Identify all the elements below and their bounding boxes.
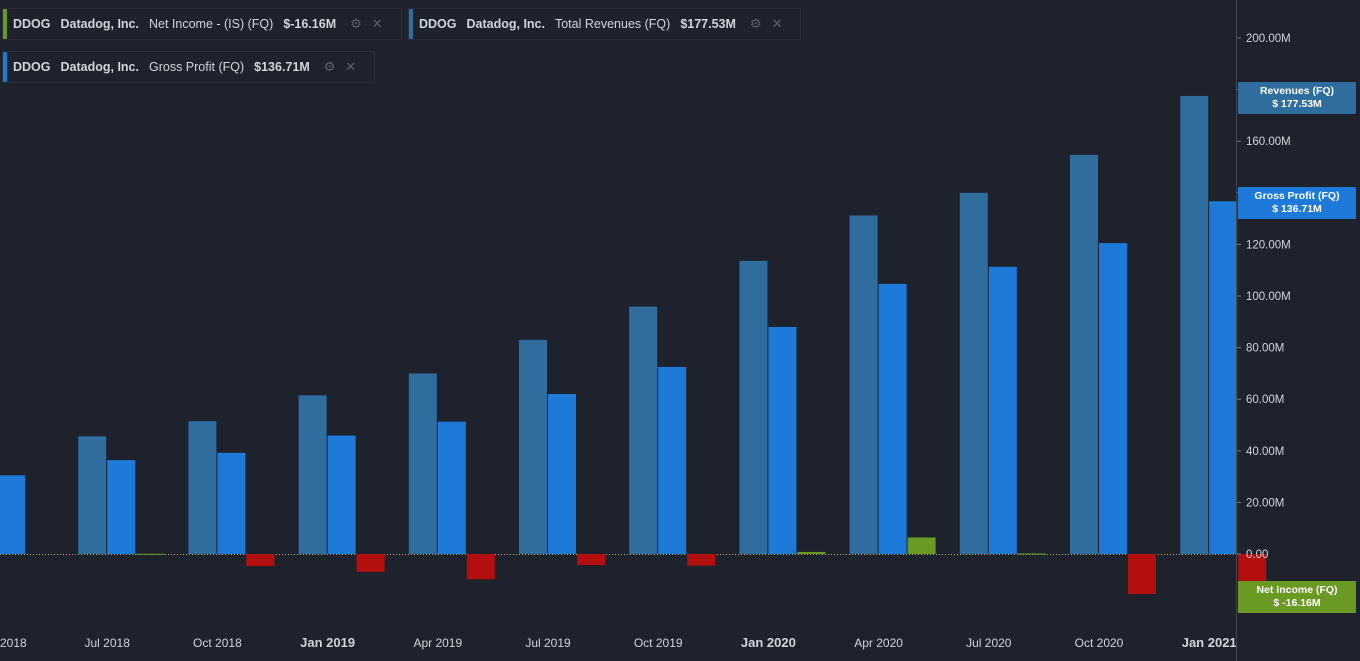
price-tag-label: Net Income (FQ) [1256,584,1338,596]
legend-net-income[interactable]: DDOG Datadog, Inc. Net Income - (IS) (FQ… [2,8,402,40]
revenue-bar [78,436,107,554]
x-tick-label: 2018 [0,636,27,650]
gross-profit-bar [658,366,687,554]
net-income-bar [356,554,385,572]
legend-metric: Net Income - (IS) (FQ) [148,17,274,31]
legend-gross-profit[interactable]: DDOG Datadog, Inc. Gross Profit (FQ) $13… [2,51,376,83]
close-icon[interactable]: ✕ [771,16,783,31]
legend-color-swatch [3,9,7,39]
legend-symbol: DDOG [419,17,457,31]
price-tag-value: $ 136.71M [1272,203,1322,215]
revenue-bar [298,395,327,554]
gross-profit-bar [217,452,246,554]
price-axis-border [1236,0,1237,661]
x-tick-label: Apr 2020 [854,636,903,650]
x-tick-label: Apr 2019 [413,636,462,650]
revenue-bar [959,192,988,555]
gross-profit-bar [1099,243,1127,555]
close-icon[interactable]: ✕ [371,16,383,31]
net-income-price-tag: Net Income (FQ) $ -16.16M [1238,581,1356,613]
close-icon[interactable]: ✕ [345,59,357,74]
y-tick-label: 80.00M [1246,343,1284,355]
gross-profit-bar [327,435,356,554]
legend-total-revenues[interactable]: DDOG Datadog, Inc. Total Revenues (FQ) $… [408,8,802,40]
settings-icon[interactable]: ⚙ [749,16,762,31]
gross-profit-price-tag: Gross Profit (FQ) $ 136.71M [1238,187,1356,219]
legend-metric: Total Revenues (FQ) [554,17,671,31]
price-tag-value: $ -16.16M [1273,597,1321,609]
net-income-bar [466,554,495,580]
revenue-bar [849,215,878,554]
legend-value: $136.71M [254,60,310,74]
x-tick-label: Jan 2021 [1182,635,1237,650]
net-income-bar [797,551,826,554]
legend-symbol: DDOG [13,60,51,74]
price-tag-label: Gross Profit (FQ) [1254,190,1340,202]
net-income-bar [907,537,936,554]
settings-icon[interactable]: ⚙ [323,59,336,74]
gross-profit-bar [1209,201,1238,554]
revenue-bar [519,339,547,554]
legend-color-swatch [409,9,413,39]
revenue-bar [739,260,768,554]
legend-color-swatch [3,52,7,82]
price-tag-label: Revenues (FQ) [1259,85,1335,97]
net-income-bar [577,554,605,566]
y-tick-label: 60.00M [1246,394,1284,406]
gross-profit-bar [437,421,466,554]
legend-company: Datadog, Inc. [60,17,139,31]
gross-profit-bar [107,460,136,554]
y-tick-label: 160.00M [1246,136,1291,148]
gross-profit-bar [988,266,1017,554]
revenues-price-tag: Revenues (FQ) $ 177.53M [1238,82,1356,114]
legend-value: $177.53M [680,17,736,31]
x-tick-label: Jul 2018 [85,636,131,650]
gross-profit-bar [0,475,25,554]
legend-company: Datadog, Inc. [466,17,545,31]
settings-icon[interactable]: ⚙ [350,16,362,31]
x-tick-label: Oct 2019 [634,636,683,650]
x-tick-label: Jul 2020 [966,636,1012,650]
legend-metric: Gross Profit (FQ) [148,60,245,74]
y-tick-label: 120.00M [1246,239,1291,251]
x-tick-label: Oct 2020 [1075,636,1124,650]
y-tick-label: 100.00M [1246,291,1291,303]
price-tag-value: $ 177.53M [1272,98,1322,110]
revenue-bar [408,373,437,554]
legend-value: $-16.16M [283,17,337,31]
gross-profit-bar [548,394,576,554]
revenue-bar [1180,95,1209,555]
x-tick-label: Jul 2019 [525,636,571,650]
revenue-bar [1070,154,1098,554]
x-tick-label: Jan 2020 [741,635,796,650]
net-income-bar [246,554,275,567]
y-tick-label: 20.00M [1246,497,1284,509]
gross-profit-bar [768,326,797,554]
net-income-bar [1017,553,1046,555]
net-income-bar [136,553,165,555]
x-tick-label: Oct 2018 [193,636,242,650]
revenue-bar [629,306,658,554]
x-tick-label: Jan 2019 [300,635,355,650]
y-tick-label: 0.00 [1246,549,1268,561]
net-income-bar [687,554,716,566]
y-tick-label: 40.00M [1246,446,1284,458]
y-tick-label: 200.00M [1246,33,1291,45]
net-income-bar [1128,554,1156,594]
revenue-bar [188,421,217,554]
legend-company: Datadog, Inc. [60,60,139,74]
gross-profit-bar [878,283,907,554]
legend-symbol: DDOG [13,17,51,31]
